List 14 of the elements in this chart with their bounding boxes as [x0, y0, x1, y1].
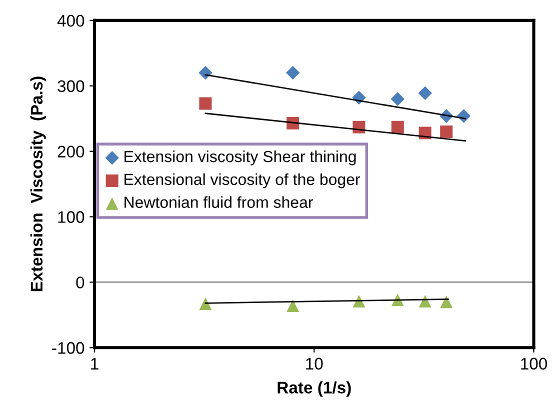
y-tick-label: 200	[58, 146, 84, 158]
legend-label: Newtonian fluid from shear	[124, 196, 313, 208]
x-tick-label: 100	[521, 358, 548, 370]
y-tick-label: 0	[76, 276, 84, 288]
legend-label: Extension viscosity Shear thining	[124, 150, 356, 166]
y-tick-label: 400	[57, 14, 84, 27]
y-tick-label: 300	[58, 80, 84, 92]
y-tick-label: -100	[52, 342, 84, 354]
y-axis-title: Extension Viscosity (Pa.s)	[30, 76, 46, 292]
x-tick-label: 10	[306, 358, 323, 370]
x-axis-title: Rate (1/s)	[278, 381, 351, 397]
legend-label: Extensional viscosity of the boger	[124, 173, 360, 188]
x-tick-label: 1	[91, 358, 98, 370]
y-tick-label: 100	[58, 211, 84, 223]
